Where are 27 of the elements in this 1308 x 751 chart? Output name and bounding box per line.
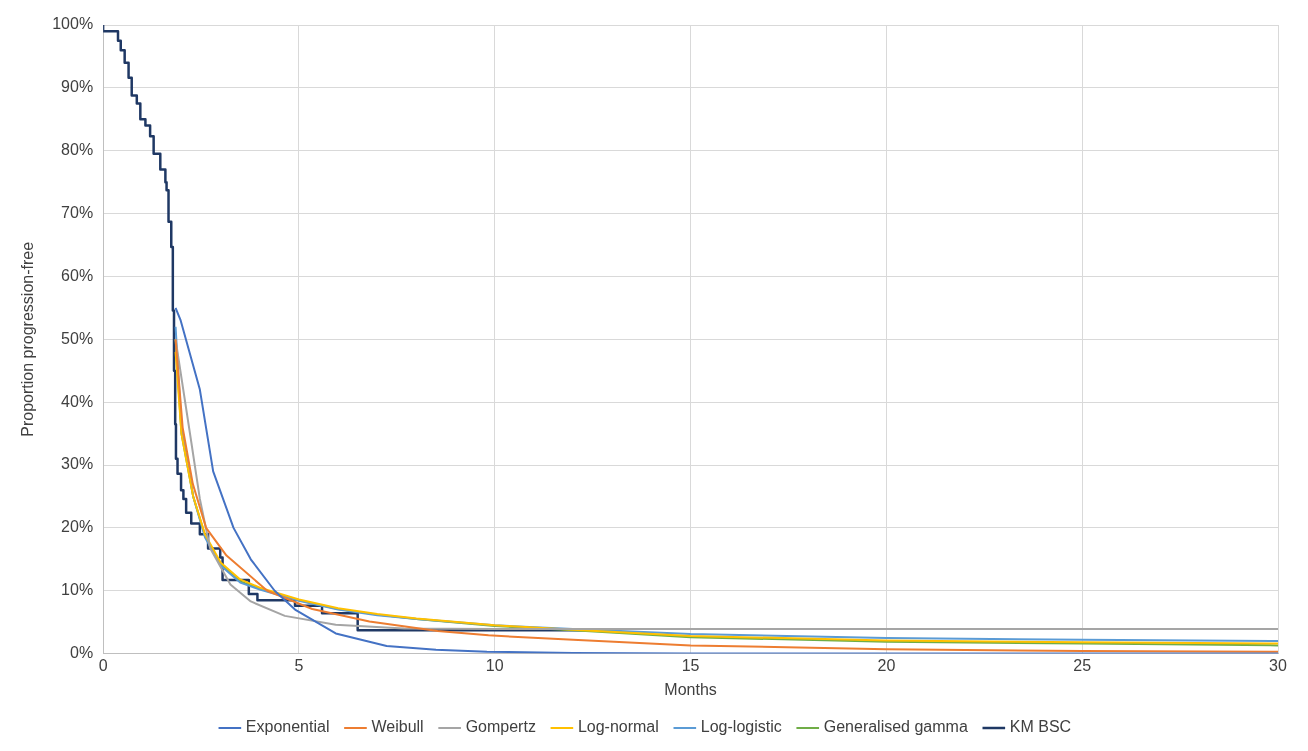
x-tick-label: 10 (485, 656, 504, 674)
y-tick-label: 90% (61, 78, 94, 96)
y-tick-label: 10% (61, 581, 94, 599)
y-axis-title: Proportion progression-free (19, 241, 37, 437)
legend-label: KM BSC (1009, 718, 1072, 736)
x-tick-label: 25 (1073, 656, 1092, 674)
x-tick-label: 20 (877, 656, 896, 674)
legend-label: Gompertz (465, 718, 536, 736)
y-tick-label: 0% (70, 644, 94, 662)
y-tick-label: 40% (61, 392, 94, 410)
x-axis-title: Months (664, 680, 717, 698)
x-tick-label: 5 (294, 656, 304, 674)
legend-label: Log-normal (577, 718, 659, 736)
y-tick-label: 20% (61, 518, 94, 536)
x-tick-label: 30 (1269, 656, 1287, 674)
legend-label: Exponential (245, 718, 330, 736)
legend-label: Weibull (371, 718, 424, 736)
legend-label: Generalised gamma (823, 718, 968, 736)
y-tick-label: 70% (61, 203, 94, 221)
y-tick-label: 50% (61, 329, 94, 347)
x-tick-label: 15 (681, 656, 700, 674)
y-tick-label: 80% (61, 141, 94, 159)
y-tick-label: 30% (61, 455, 94, 473)
y-tick-label: 100% (52, 15, 94, 33)
legend-label: Log-logistic (700, 718, 782, 736)
y-tick-label: 60% (61, 266, 94, 284)
x-tick-label: 0 (98, 656, 108, 674)
